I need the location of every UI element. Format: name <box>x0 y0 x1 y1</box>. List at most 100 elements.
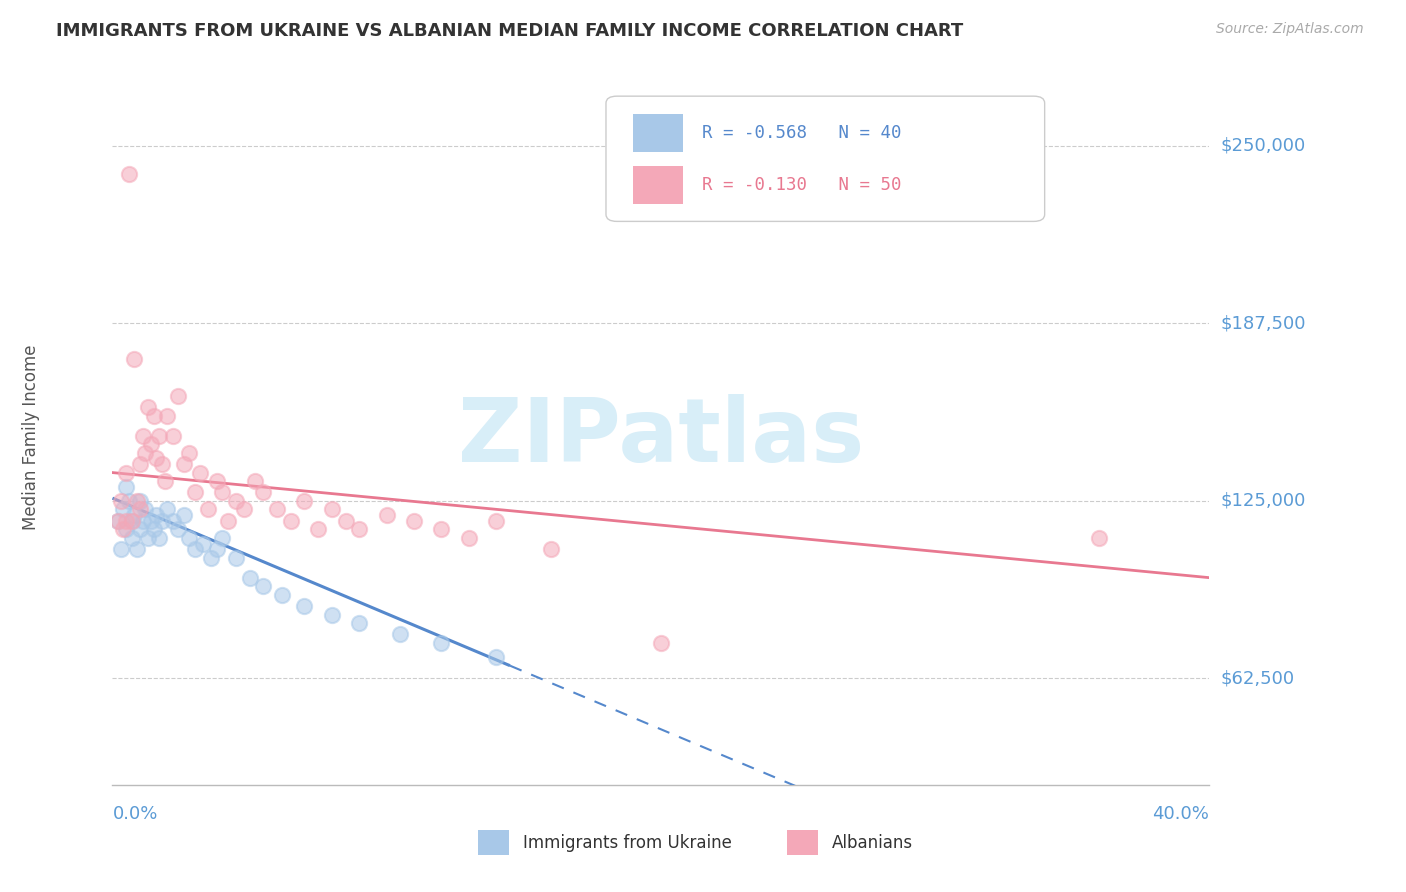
Point <box>430 522 453 536</box>
Point <box>335 514 357 528</box>
Point <box>156 409 179 423</box>
Point <box>485 650 508 665</box>
Point <box>167 389 190 403</box>
Point <box>349 522 371 536</box>
Point <box>197 502 219 516</box>
Point <box>211 531 233 545</box>
Point <box>430 636 453 650</box>
Point <box>139 514 162 528</box>
Point <box>183 542 207 557</box>
Point <box>200 550 222 565</box>
Point <box>183 485 207 500</box>
Point <box>225 550 247 565</box>
Point <box>121 514 143 528</box>
Text: 40.0%: 40.0% <box>1153 805 1209 822</box>
FancyBboxPatch shape <box>634 113 683 152</box>
Point <box>243 474 266 488</box>
Point <box>266 502 288 516</box>
Text: Immigrants from Ukraine: Immigrants from Ukraine <box>523 834 733 852</box>
Text: R = -0.568   N = 40: R = -0.568 N = 40 <box>703 124 903 142</box>
Point <box>162 514 184 528</box>
Text: $125,000: $125,000 <box>1220 492 1306 510</box>
Point <box>650 636 672 650</box>
Point <box>162 428 184 442</box>
Point <box>110 494 132 508</box>
Point <box>217 514 239 528</box>
Point <box>205 474 228 488</box>
Point <box>191 536 214 550</box>
Point <box>349 616 371 631</box>
Point <box>294 494 316 508</box>
Point <box>1088 531 1111 545</box>
Point <box>239 571 262 585</box>
Point <box>179 446 201 460</box>
Point <box>540 542 562 557</box>
Point <box>294 599 316 613</box>
Point <box>211 485 233 500</box>
Point <box>252 485 274 500</box>
Point <box>188 466 211 480</box>
Point <box>142 409 165 423</box>
Point <box>156 502 179 516</box>
Point <box>153 474 176 488</box>
Point <box>148 531 170 545</box>
Point <box>127 542 149 557</box>
Point <box>129 494 152 508</box>
Point <box>118 494 141 508</box>
FancyBboxPatch shape <box>634 166 683 204</box>
Point <box>375 508 398 523</box>
Point <box>271 588 294 602</box>
Point <box>321 502 343 516</box>
Point <box>225 494 247 508</box>
Point <box>118 168 141 182</box>
Text: Median Family Income: Median Family Income <box>22 344 39 530</box>
Point <box>389 627 412 641</box>
Point <box>134 502 156 516</box>
Point <box>124 508 146 523</box>
Point <box>136 531 159 545</box>
Point <box>458 531 481 545</box>
Point <box>129 522 152 536</box>
Point <box>110 542 132 557</box>
Point <box>131 514 153 528</box>
Point <box>129 457 152 471</box>
Point <box>129 502 152 516</box>
Point <box>167 522 190 536</box>
Text: Albanians: Albanians <box>832 834 914 852</box>
Text: ZIPatlas: ZIPatlas <box>458 393 863 481</box>
Point <box>485 514 508 528</box>
Point <box>205 542 228 557</box>
FancyBboxPatch shape <box>606 96 1045 221</box>
Point <box>139 437 162 451</box>
Point <box>107 514 129 528</box>
Text: 0.0%: 0.0% <box>112 805 157 822</box>
Point <box>404 514 426 528</box>
Text: R = -0.130   N = 50: R = -0.130 N = 50 <box>703 176 903 194</box>
Point <box>134 446 156 460</box>
Point <box>233 502 256 516</box>
Point <box>107 514 129 528</box>
Point <box>148 428 170 442</box>
Point <box>115 514 138 528</box>
Point <box>142 522 165 536</box>
Point <box>252 579 274 593</box>
Point <box>115 466 138 480</box>
Text: $187,500: $187,500 <box>1220 315 1306 333</box>
Point <box>173 457 195 471</box>
Point <box>131 428 153 442</box>
Point <box>115 480 138 494</box>
Point <box>112 522 135 536</box>
Point <box>150 457 173 471</box>
Point <box>150 514 173 528</box>
Point <box>145 508 167 523</box>
Point <box>179 531 201 545</box>
Text: Source: ZipAtlas.com: Source: ZipAtlas.com <box>1216 22 1364 37</box>
Point <box>136 401 159 415</box>
Point <box>145 451 167 466</box>
Text: IMMIGRANTS FROM UKRAINE VS ALBANIAN MEDIAN FAMILY INCOME CORRELATION CHART: IMMIGRANTS FROM UKRAINE VS ALBANIAN MEDI… <box>56 22 963 40</box>
Point <box>121 514 143 528</box>
Point <box>307 522 329 536</box>
Text: $250,000: $250,000 <box>1220 137 1306 155</box>
Point <box>127 494 149 508</box>
Point <box>321 607 343 622</box>
